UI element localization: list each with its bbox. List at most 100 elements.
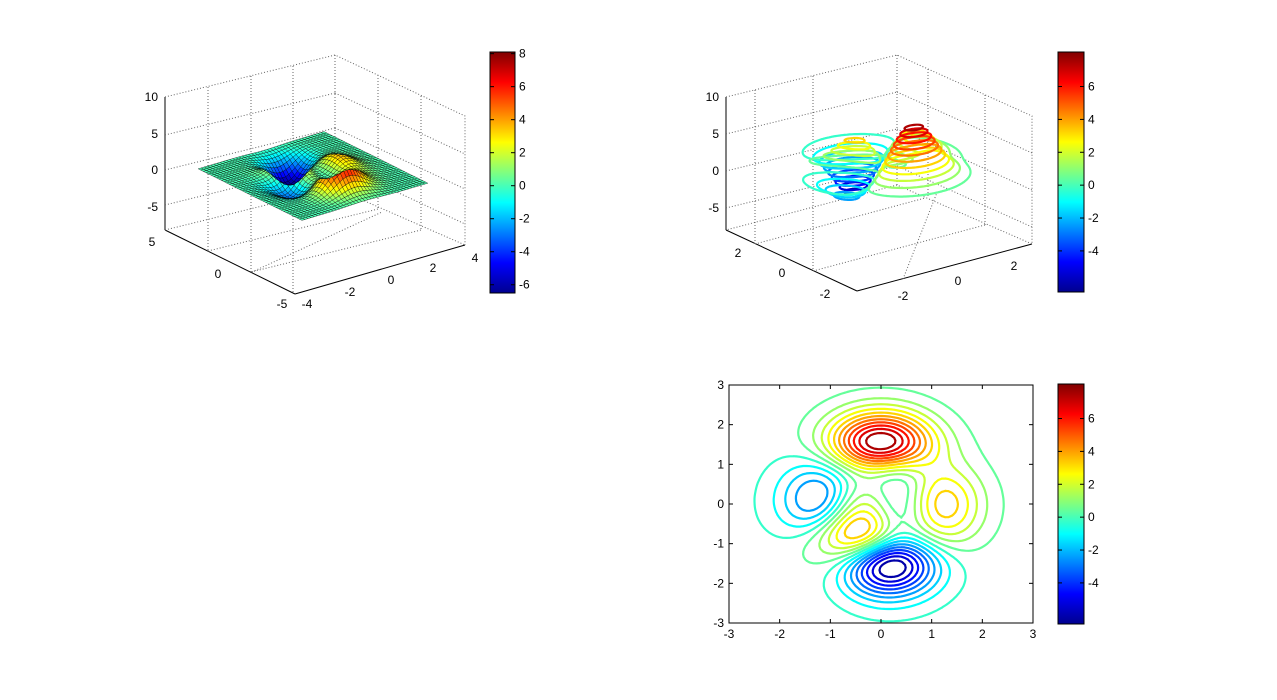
x-tick-label: 2	[1011, 259, 1018, 273]
contour-line	[865, 431, 897, 451]
contour-line	[827, 407, 969, 545]
colorbar-tick-label: -4	[1088, 576, 1099, 590]
z-tick-label: -5	[147, 200, 158, 214]
surface-plot: 10 5 0 -5 5 0 -5 -4 -2 0 2 4 8 6 4 2 0 -2 -4 -6	[145, 47, 530, 311]
colorbar-gradient	[489, 51, 516, 294]
contour3-axes-box	[725, 54, 1033, 292]
x-tick-label: -1	[825, 627, 836, 641]
colorbar-ticks: 6 4 2 0 -2 -4	[1058, 412, 1099, 590]
contour3-line	[903, 123, 925, 132]
y-tick-label: -2	[713, 576, 724, 590]
contour-line	[833, 411, 959, 540]
z-tick-label: -5	[708, 201, 719, 215]
contour3-z-ticks: 10 5 0 -5	[706, 90, 720, 215]
x-tick-label: -3	[724, 627, 735, 641]
contour3-x-ticks: -2 0 2	[898, 259, 1018, 303]
colorbar-tick-label: 2	[519, 146, 526, 160]
x-tick-label: 1	[928, 627, 935, 641]
colorbar-tick-label: -2	[1088, 543, 1099, 557]
contour3-lines	[801, 123, 972, 201]
x-tick-label: 3	[1030, 627, 1037, 641]
contour-line	[865, 551, 920, 587]
z-tick-label: 0	[712, 164, 719, 178]
contour-line	[860, 549, 925, 591]
y-tick-label: 2	[735, 246, 742, 260]
colorbar-tick-label: 6	[519, 80, 526, 94]
contour-line	[852, 424, 910, 457]
y-axis-line	[164, 229, 296, 295]
x-tick-label: 0	[955, 274, 962, 288]
colorbar-tick-label: 0	[1088, 178, 1095, 192]
colorbar-gradient	[1057, 51, 1085, 293]
colorbar-tick-label: 4	[1088, 112, 1095, 126]
colorbar-tick-label: 4	[1088, 444, 1095, 458]
contour3-line	[892, 135, 936, 151]
colorbar-tick-label: -4	[1088, 244, 1099, 258]
y-tick-label: -5	[277, 297, 288, 311]
colorbar-tick-label: 4	[519, 113, 526, 127]
y-axis-line	[725, 229, 858, 292]
surface-z-ticks: 10 5 0 -5	[145, 90, 159, 214]
contour-line	[871, 555, 914, 583]
colorbar-tick-label: -6	[519, 278, 530, 292]
y-tick-label: -3	[713, 616, 724, 630]
y-tick-label: -2	[820, 287, 831, 301]
contour-lines	[753, 386, 1005, 623]
z-tick-label: 10	[706, 90, 720, 104]
colorbar-tick-label: -4	[519, 245, 530, 259]
colorbar-tick-label: 2	[1088, 145, 1095, 159]
contour-axis-ticks: -3 -2 -1 0 1 2 3 3 2 1 0 -1 -2 -3	[713, 378, 1036, 641]
contour-line	[847, 421, 916, 460]
y-tick-label: 1	[717, 457, 724, 471]
contour3-colorbar: 6 4 2 0 -2 -4	[1057, 51, 1099, 293]
contour-line	[753, 455, 967, 623]
contour3-line	[889, 139, 940, 157]
colorbar-ticks: 8 6 4 2 0 -2 -4 -6	[490, 47, 530, 292]
colorbar-gradient	[1057, 383, 1085, 625]
contour-line	[858, 427, 904, 454]
colorbar-tick-label: -2	[519, 212, 530, 226]
x-tick-label: 4	[472, 251, 479, 265]
x-tick-label: -2	[898, 289, 909, 303]
contour3-plot: 10 5 0 -5 2 0 -2 -2 0 2 6 4 2 0 -2 -4	[706, 51, 1099, 303]
z-tick-label: 10	[145, 90, 159, 104]
surface-mesh	[197, 131, 429, 221]
colorbar-tick-label: 0	[1088, 510, 1095, 524]
z-tick-label: 0	[151, 163, 158, 177]
contour-line	[772, 464, 951, 611]
y-tick-label: 3	[717, 378, 724, 392]
colorbar-tick-label: 8	[519, 47, 526, 61]
contour-line	[812, 397, 989, 555]
y-tick-label: 2	[717, 418, 724, 432]
contour-line	[855, 546, 930, 595]
contour3-grid	[725, 54, 1033, 280]
z-tick-label: 5	[712, 127, 719, 141]
x-tick-label: 2	[430, 261, 437, 275]
contour-line	[797, 386, 1005, 565]
contour-line	[820, 403, 978, 550]
contour-line	[784, 472, 943, 604]
colorbar-ticks: 6 4 2 0 -2 -4	[1058, 80, 1099, 258]
surface-patch	[320, 131, 328, 134]
x-tick-label: 2	[979, 627, 986, 641]
y-tick-label: 0	[717, 497, 724, 511]
colorbar-tick-label: 0	[519, 179, 526, 193]
colorbar-tick-label: 2	[1088, 477, 1095, 491]
colorbar-tick-label: -2	[1088, 211, 1099, 225]
surface-y-ticks: 5 0 -5	[149, 235, 288, 311]
colorbar-tick-label: 6	[1088, 80, 1095, 94]
colorbar-tick-label: 6	[1088, 412, 1095, 426]
x-tick-label: -2	[774, 627, 785, 641]
surface-colorbar: 8 6 4 2 0 -2 -4 -6	[489, 47, 530, 294]
x-tick-label: 0	[388, 273, 395, 287]
contour-line	[842, 418, 922, 463]
y-tick-label: -1	[713, 537, 724, 551]
contour-plot: -3 -2 -1 0 1 2 3 3 2 1 0 -1 -2 -3 6 4 2 0 -2 -4	[713, 378, 1099, 641]
contour3-y-ticks: 2 0 -2	[735, 246, 831, 301]
x-tick-label: -2	[345, 285, 356, 299]
surface-x-ticks: -4 -2 0 2 4	[302, 251, 479, 311]
y-tick-label: 5	[149, 235, 156, 249]
x-tick-label: 0	[878, 627, 885, 641]
x-tick-label: -4	[302, 297, 313, 311]
